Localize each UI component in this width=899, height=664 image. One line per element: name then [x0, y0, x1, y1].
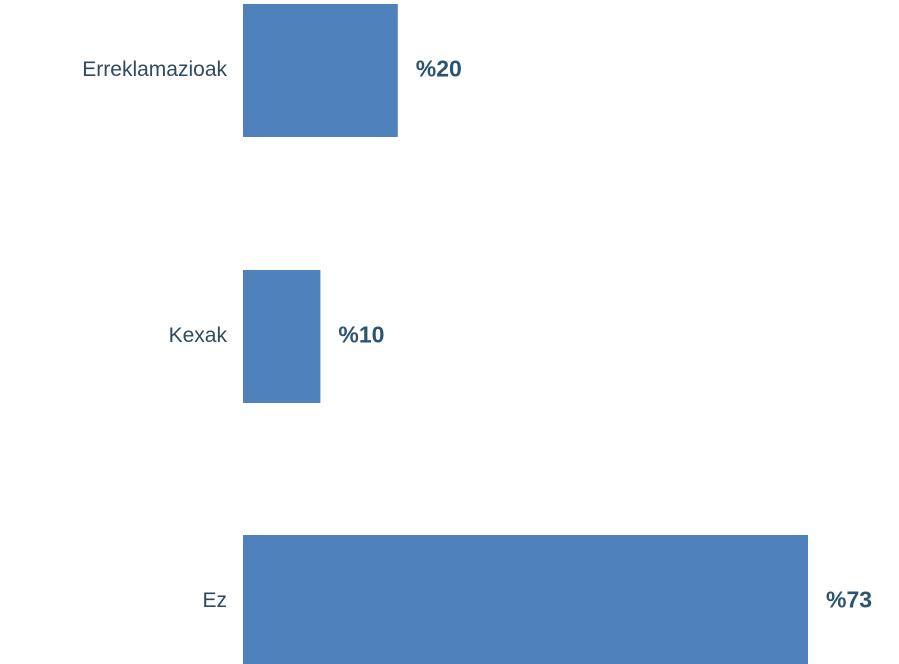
data-labels-group: %20 %10 %73: [338, 56, 872, 613]
data-label-kexak: %10: [338, 322, 384, 348]
data-label-ez: %73: [826, 587, 872, 613]
category-labels-group: Erreklamazioak Kexak Ez: [82, 58, 227, 612]
category-label-erreklamazioak: Erreklamazioak: [82, 58, 227, 81]
data-label-erreklamazioak: %20: [416, 56, 462, 82]
bars-group: [243, 4, 809, 664]
bar-erreklamazioak: [243, 4, 398, 137]
bar-ez: [243, 535, 809, 664]
bar-kexak: [243, 270, 321, 403]
category-label-ez: Ez: [202, 589, 227, 612]
category-label-kexak: Kexak: [169, 324, 228, 347]
